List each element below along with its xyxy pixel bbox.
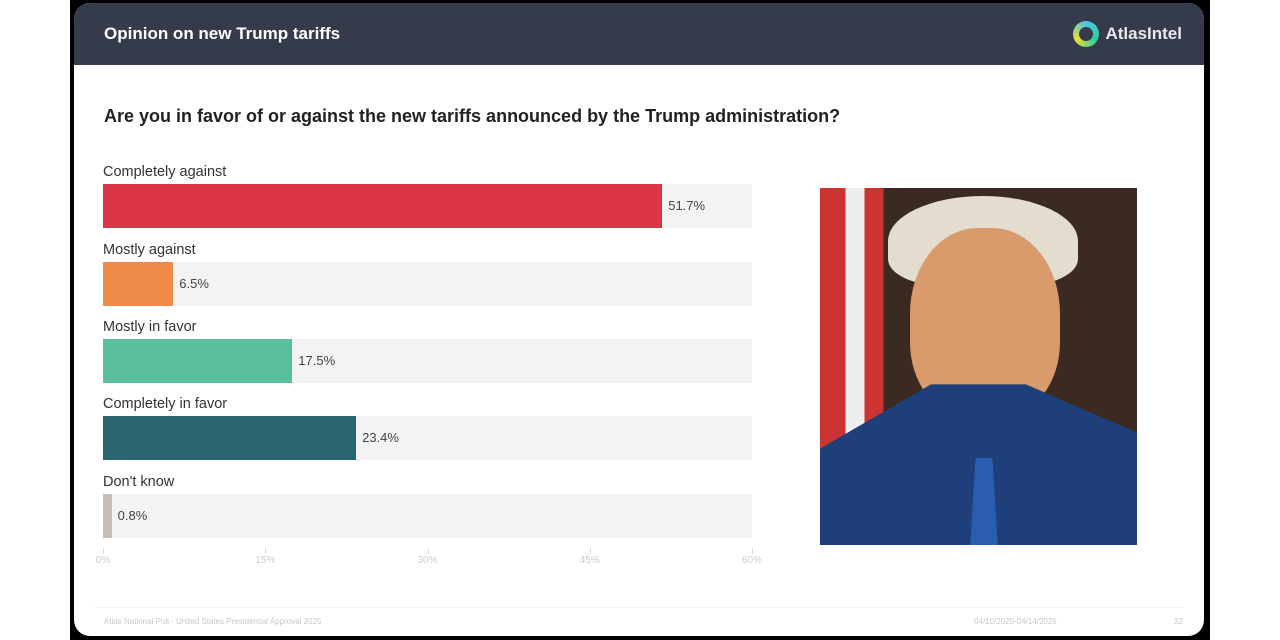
category-label: Don't know	[103, 474, 175, 490]
bar	[103, 262, 174, 306]
axis-tick-label: 45%	[579, 555, 600, 566]
bar	[103, 339, 293, 383]
axis-tick-label: 15%	[255, 555, 276, 566]
axis-tick	[103, 548, 104, 554]
footer-dates: 04/10/2025-04/14/2025	[974, 617, 1057, 626]
bar-track	[103, 262, 752, 306]
portrait-photo	[820, 188, 1137, 545]
bar-track	[103, 494, 752, 538]
axis-tick	[752, 548, 753, 554]
bar	[103, 184, 663, 228]
category-label: Mostly in favor	[103, 319, 197, 335]
axis-tick	[589, 548, 591, 554]
category-label: Completely in favor	[103, 396, 228, 412]
bar	[103, 416, 357, 460]
value-label: 17.5%	[298, 353, 336, 368]
question-text: Are you in favor of or against the new t…	[104, 106, 841, 126]
value-label: 6.5%	[179, 276, 209, 291]
axis-tick-label: 30%	[417, 555, 438, 566]
atlasintel-logo: AtlasIntel	[1073, 21, 1182, 47]
category-label: Mostly against	[103, 242, 196, 258]
bar	[103, 494, 112, 538]
axis-tick	[265, 548, 267, 554]
brand-name: AtlasIntel	[1105, 24, 1182, 43]
axis-tick-label: 0%	[95, 555, 111, 566]
slide: Opinion on new Trump tariffs AtlasIntel …	[74, 3, 1204, 636]
value-label: 51.7%	[668, 198, 706, 213]
footer-source: Atlas National Poll - United States Pres…	[104, 617, 322, 626]
page-number: 32	[1174, 617, 1183, 626]
category-label: Completely against	[103, 164, 227, 180]
value-label: 23.4%	[362, 430, 399, 445]
logo-ring-icon	[1073, 21, 1100, 47]
axis-tick-label: 60%	[741, 555, 763, 566]
footer-divider	[94, 607, 1184, 608]
value-label: 0.8%	[117, 508, 148, 523]
slide-header: Opinion on new Trump tariffs AtlasIntel	[74, 3, 1204, 65]
axis-tick	[427, 548, 429, 554]
slide-title: Opinion on new Trump tariffs	[104, 24, 341, 43]
